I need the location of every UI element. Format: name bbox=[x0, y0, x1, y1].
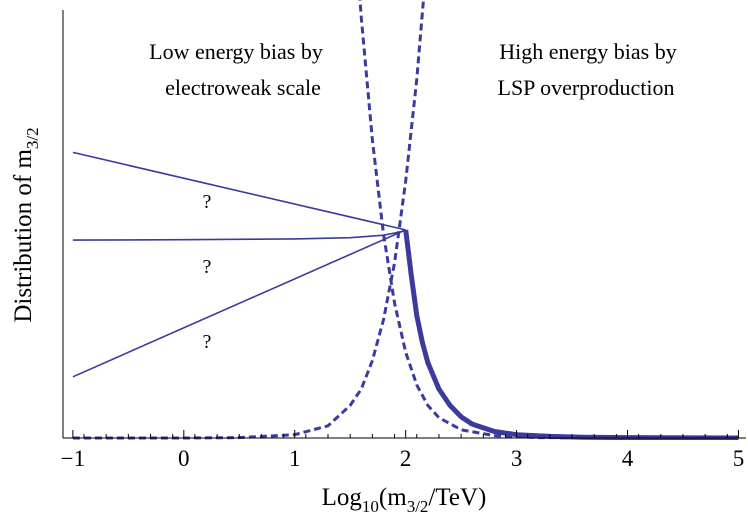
x-tick-label-0: −1 bbox=[61, 446, 85, 471]
annotation-high-line2: LSP overproduction bbox=[498, 75, 675, 100]
series-dashed-4 bbox=[72, 0, 425, 440]
x-axis-title: Log10(m3/2/TeV) bbox=[322, 484, 487, 516]
x-tick-label-3: 2 bbox=[400, 446, 412, 471]
y-axis-title: Distribution of m3/2 bbox=[10, 127, 42, 322]
x-tick-label-4: 3 bbox=[511, 446, 523, 471]
x-tick-label-6: 5 bbox=[733, 446, 745, 471]
annotation-high-line1: High energy bias by bbox=[499, 39, 676, 64]
annotation-low-line2: electroweak scale bbox=[165, 75, 321, 100]
series-thin-2 bbox=[72, 229, 407, 378]
x-tick-label-2: 1 bbox=[289, 446, 301, 471]
question-mark-3: ? bbox=[203, 331, 212, 353]
axes: −1 0 1 2 3 4 5 bbox=[61, 10, 746, 471]
annotation-low-line1: Low energy bias by bbox=[149, 39, 323, 64]
series-layer bbox=[72, 0, 739, 440]
question-mark-1: ? bbox=[203, 191, 212, 213]
series-thin-0 bbox=[72, 151, 406, 231]
series-dashed-5 bbox=[358, 0, 739, 440]
series-thick-3 bbox=[403, 229, 739, 440]
question-mark-2: ? bbox=[203, 256, 212, 278]
text-layer: Low energy bias by electroweak scale Hig… bbox=[10, 39, 677, 516]
x-tick-label-5: 4 bbox=[622, 446, 634, 471]
x-tick-label-1: 0 bbox=[178, 446, 190, 471]
series-thin-1 bbox=[72, 229, 406, 241]
